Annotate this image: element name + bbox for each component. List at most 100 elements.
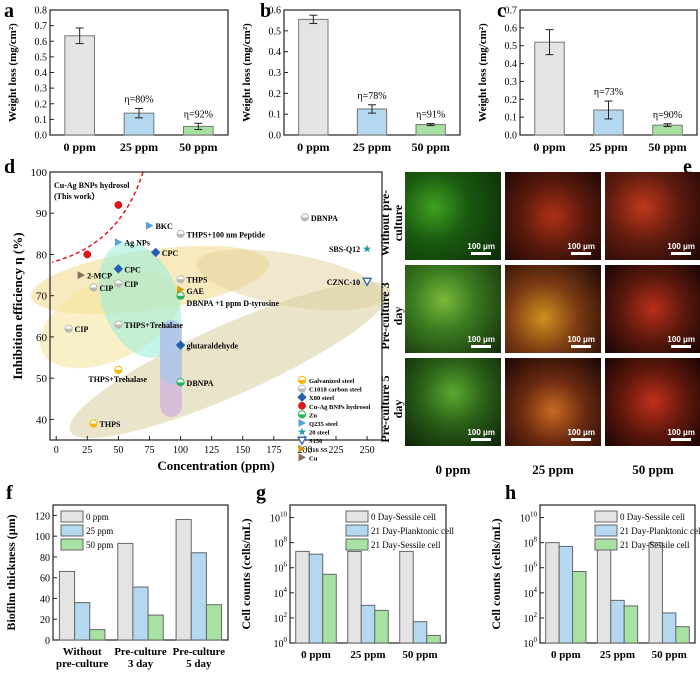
x-tick-label: 0 ppm — [63, 140, 95, 154]
scale-bar: 100 μm — [467, 242, 495, 255]
bar — [675, 626, 690, 644]
efficiency-annotation: η=80% — [124, 94, 153, 105]
y-tick-exponent: 6 — [284, 561, 288, 569]
x-tick-label: 0 — [54, 445, 59, 456]
marker-triangle-right — [145, 221, 154, 230]
data-point: DBNPA +1 ppm D-tyrosine — [176, 291, 279, 308]
legend-label: 0 Day-Sessile cell — [620, 512, 685, 522]
marker-half-fill — [65, 328, 73, 333]
data-point: DBNPA — [300, 213, 338, 223]
marker-half-fill — [301, 217, 309, 221]
y-tick-label: 0.0 — [269, 131, 282, 142]
scale-bar: 100 μm — [467, 428, 495, 441]
marker-triangle-down — [296, 436, 308, 446]
bar — [205, 604, 223, 641]
scale-bar: 100 μm — [567, 428, 595, 441]
y-tick-label: 106 — [524, 561, 538, 575]
marker-half-fill — [114, 324, 122, 329]
legend-label: Cu — [309, 455, 318, 462]
y-tick-label: 0.3 — [505, 77, 518, 88]
y-tick-label: 0.7 — [35, 21, 48, 32]
bar — [534, 41, 565, 136]
point-label: THPS+100 nm Peptide — [187, 230, 266, 239]
marker-half-fill — [176, 233, 185, 238]
y-tick-exponent: 8 — [534, 536, 538, 544]
y-tick-label: 0.5 — [505, 41, 518, 52]
y-tick-label: 40 — [36, 414, 48, 426]
legend-label: 21 Day-Sessile cell — [620, 540, 690, 550]
legend-label: 50 ppm — [86, 540, 113, 550]
point-label: CIP — [75, 325, 89, 334]
bar — [661, 612, 677, 644]
data-point: GAE — [177, 285, 204, 296]
point-label: THPS — [100, 420, 121, 429]
data-point: THPS — [176, 275, 208, 285]
bar — [89, 629, 106, 641]
point-label: CIP — [124, 280, 138, 289]
y-tick-label: 60 — [36, 332, 48, 344]
data-point: THPS+Trehalase — [114, 320, 183, 330]
bar — [347, 550, 362, 644]
marker-triangle-right — [298, 453, 306, 462]
y-tick-exponent: 2 — [534, 611, 538, 619]
data-point: THPS+Trehalase — [88, 365, 147, 384]
y-tick-label: 50 — [36, 373, 48, 385]
marker-half-fill — [298, 380, 306, 384]
point-label: CIP — [100, 284, 114, 293]
plot-frame — [49, 171, 383, 441]
microscopy-column-label: 50 ppm — [632, 462, 674, 477]
x-tick-label: Pre-culture 3 day — [114, 646, 166, 670]
microscopy-column-label: 25 ppm — [532, 462, 574, 477]
efficiency-annotation: η=90% — [653, 110, 682, 121]
region-olive — [69, 281, 391, 439]
y-tick-label: 0 — [45, 636, 50, 647]
microscopy-image: 100 μm — [605, 265, 700, 353]
scale-bar: 100 μm — [667, 242, 695, 255]
legend-label: 0 Day-Sessile cell — [371, 512, 436, 522]
microscopy-image: 100 μm — [405, 265, 501, 353]
panel-label-a: a — [4, 0, 14, 22]
data-point: 2-MCP — [77, 271, 112, 281]
y-tick-exponent: 10 — [530, 511, 538, 519]
legend-label: X80 steel — [309, 395, 334, 402]
x-tick-label-line: pre-culture — [56, 658, 108, 670]
x-tick-label-line: 25 ppm — [350, 649, 385, 661]
x-tick-label: 50 ppm — [402, 649, 437, 661]
marker-diamond — [113, 264, 124, 274]
y-tick-label: 0.5 — [35, 52, 48, 63]
legend-label: 21 Day-Sessile cell — [371, 540, 441, 550]
x-tick-label: 150 — [235, 445, 250, 456]
panel-label-d: d — [4, 156, 16, 178]
bar — [147, 614, 164, 641]
x-tick-label: 50 — [113, 445, 123, 456]
x-tick-label: 25 ppm — [600, 649, 635, 661]
scale-bar: 100 μm — [667, 428, 695, 441]
data-point: Ag NPs — [114, 238, 150, 248]
x-tick-label: Pre-culture 5 day — [173, 646, 225, 670]
point-label: CPC — [124, 265, 141, 274]
legend-swatch — [60, 538, 84, 551]
data-point: CZNC-10 — [327, 277, 373, 287]
point-label: 2-MCP — [87, 272, 112, 281]
x-tick-label: 0 ppm — [551, 649, 581, 661]
marker-diamond — [175, 340, 186, 350]
x-tick-label-line: 3 day — [128, 658, 154, 670]
y-tick-label: 0.1 — [35, 115, 48, 126]
legend-label: S150 — [309, 438, 322, 445]
y-tick-label: 0.6 — [505, 23, 518, 34]
y-tick-label: 0.5 — [269, 26, 282, 37]
legend-swatch — [345, 524, 369, 537]
boundary-dashed-curve — [51, 171, 144, 263]
bar — [648, 542, 663, 644]
data-point: CIP — [64, 324, 89, 334]
bar — [596, 542, 612, 644]
marker-diamond — [150, 247, 161, 258]
efficiency-annotation: η=92% — [184, 109, 213, 120]
x-tick-label-line: Pre-culture — [114, 646, 166, 658]
y-tick-label: 0.4 — [505, 59, 518, 70]
microscopy-image: 100 μm — [505, 265, 601, 353]
